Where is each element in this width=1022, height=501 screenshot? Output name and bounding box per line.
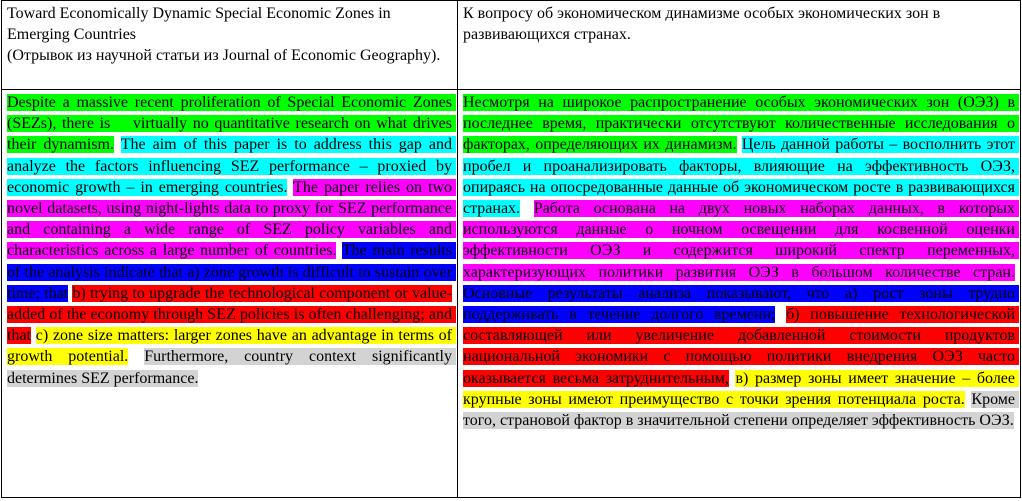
highlighted-segment: Работа основана на двух новых наборах да… [463, 200, 1019, 281]
translation-title: К вопросу об экономическом динамизме осо… [463, 5, 941, 44]
source-note: (Отрывок из научной статьи из Journal of… [7, 47, 441, 65]
highlighted-segment: The aim of this paper is to address this… [7, 136, 457, 196]
source-text: Despite a massive recent proliferation o… [1, 89, 458, 498]
header-row: Toward Economically Dynamic Special Econ… [1, 0, 1021, 90]
header-left: Toward Economically Dynamic Special Econ… [1, 0, 458, 90]
source-title: Toward Economically Dynamic Special Econ… [7, 5, 391, 44]
translation-text: Несмотря на широкое распространение особ… [457, 89, 1021, 498]
highlighted-segment: Despite a massive recent proliferation o… [7, 94, 456, 154]
body-row: Despite a massive recent proliferation o… [1, 89, 1021, 498]
header-right: К вопросу об экономическом динамизме осо… [457, 0, 1021, 90]
